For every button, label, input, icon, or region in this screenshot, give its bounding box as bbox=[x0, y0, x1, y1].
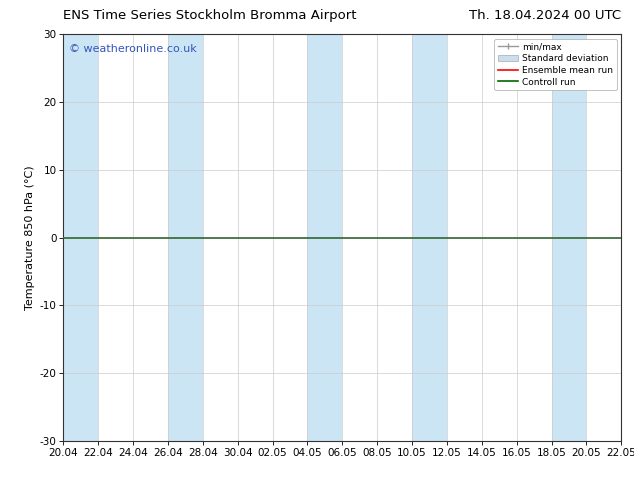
Text: Th. 18.04.2024 00 UTC: Th. 18.04.2024 00 UTC bbox=[469, 9, 621, 22]
Bar bbox=[412, 34, 447, 441]
Y-axis label: Temperature 850 hPa (°C): Temperature 850 hPa (°C) bbox=[25, 165, 36, 310]
Bar bbox=[307, 34, 342, 441]
Bar bbox=[63, 34, 98, 441]
Text: © weatheronline.co.uk: © weatheronline.co.uk bbox=[69, 45, 197, 54]
Legend: min/max, Standard deviation, Ensemble mean run, Controll run: min/max, Standard deviation, Ensemble me… bbox=[495, 39, 617, 90]
Bar bbox=[552, 34, 586, 441]
Text: ENS Time Series Stockholm Bromma Airport: ENS Time Series Stockholm Bromma Airport bbox=[63, 9, 357, 22]
Bar bbox=[168, 34, 203, 441]
